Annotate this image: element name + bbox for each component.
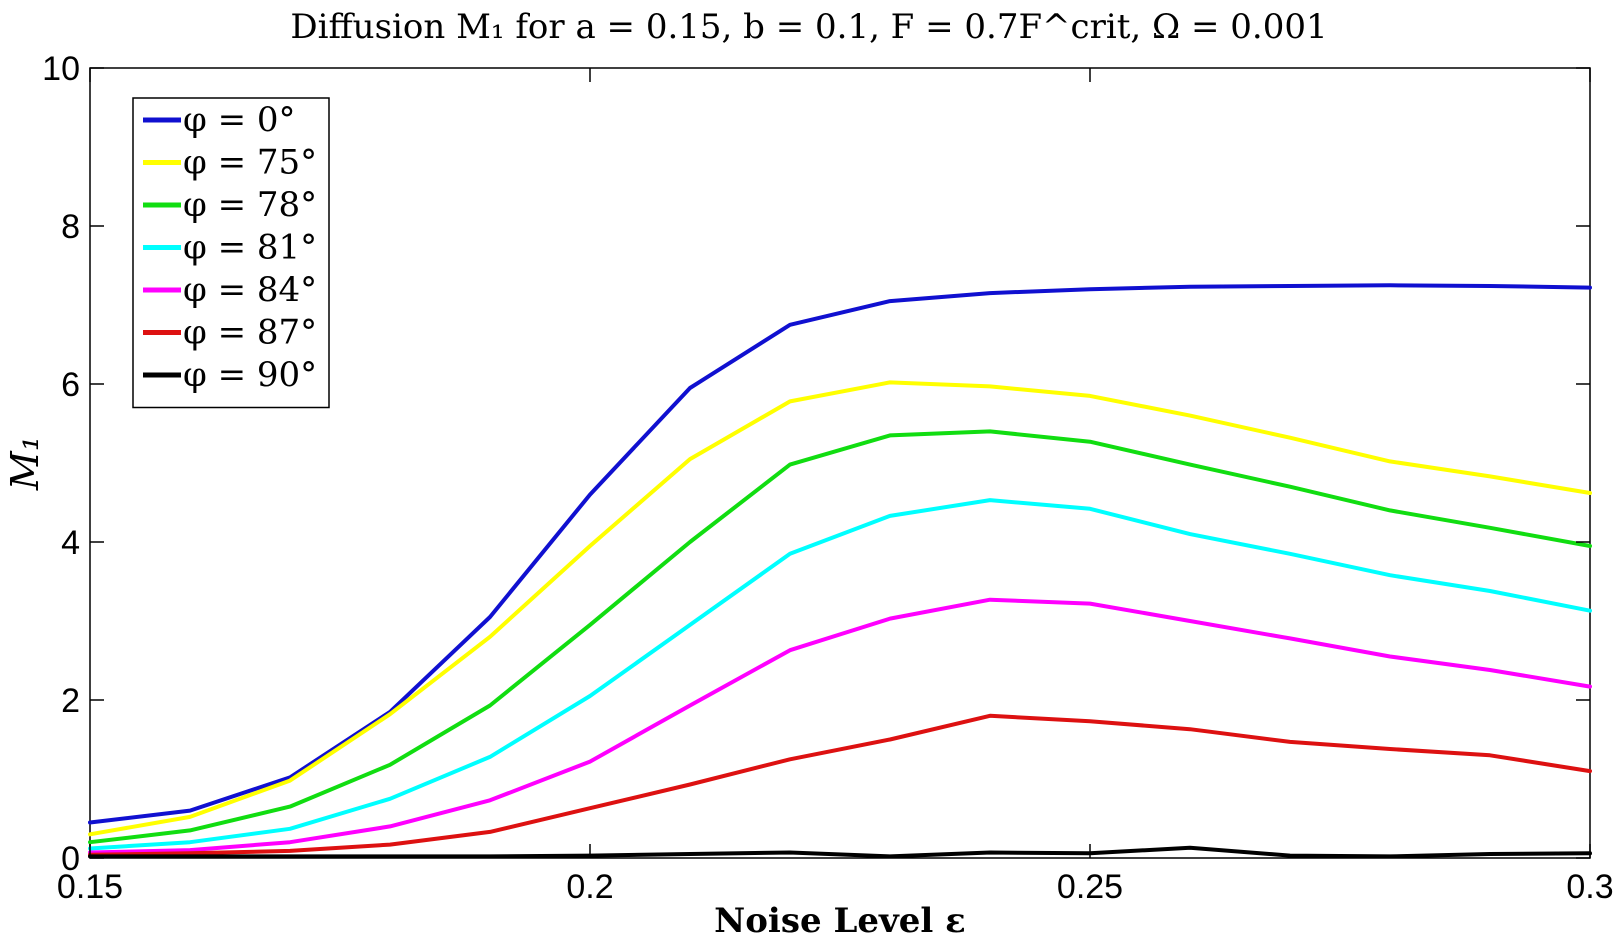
y-axis-label: M₁ bbox=[3, 436, 47, 491]
x-axis-label: Noise Level ε bbox=[714, 901, 966, 940]
series-line-5 bbox=[88, 713, 1592, 857]
series-line-6 bbox=[88, 845, 1592, 859]
legend: φ = 0°φ = 75°φ = 78°φ = 81°φ = 84°φ = 87… bbox=[132, 97, 330, 409]
y-tick-label: 0 bbox=[61, 840, 80, 878]
ticks-group: 0.15 0.2 0.25 0.3 0 2 4 6 8 10 bbox=[42, 50, 1613, 906]
legend-label-6: φ = 90° bbox=[183, 355, 317, 395]
legend-label-3: φ = 81° bbox=[183, 228, 317, 268]
chart-title-text: Diffusion M₁ for a = 0.15, b = 0.1, F = … bbox=[290, 7, 1327, 47]
y-tick-label: 8 bbox=[61, 208, 80, 246]
series-line-2 bbox=[88, 429, 1592, 845]
legend-label-0: φ = 0° bbox=[183, 100, 296, 140]
y-tick-label: 4 bbox=[61, 524, 80, 562]
legend-label-1: φ = 75° bbox=[183, 143, 317, 183]
x-tick-label: 0.25 bbox=[1057, 868, 1123, 906]
x-tick-label: 0.3 bbox=[1566, 868, 1613, 906]
series-group bbox=[88, 283, 1592, 859]
x-tick-label: 0.2 bbox=[566, 868, 613, 906]
chart-title: Diffusion M₁ for a = 0.15, b = 0.1, F = … bbox=[290, 7, 1327, 47]
legend-label-4: φ = 84° bbox=[183, 270, 317, 310]
x-tick-label: 0.15 bbox=[57, 868, 123, 906]
legend-label-2: φ = 78° bbox=[183, 185, 317, 225]
legend-box bbox=[132, 97, 330, 409]
series-line-0 bbox=[88, 283, 1592, 825]
y-tick-label: 6 bbox=[61, 366, 80, 404]
series-line-3 bbox=[88, 498, 1592, 851]
legend-label-5: φ = 87° bbox=[183, 313, 317, 353]
y-tick-label: 2 bbox=[61, 682, 80, 720]
y-tick-label: 10 bbox=[42, 50, 80, 88]
plot-area-frame bbox=[89, 67, 1591, 859]
series-line-1 bbox=[88, 380, 1592, 837]
series-line-4 bbox=[88, 597, 1592, 855]
